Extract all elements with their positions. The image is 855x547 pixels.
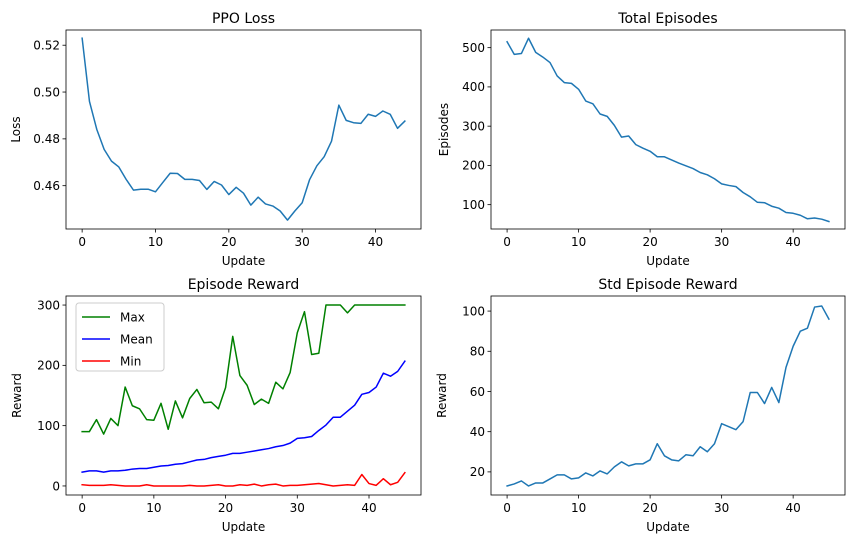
x-axis-label: Update	[646, 520, 689, 534]
x-tick-label: 10	[571, 235, 586, 249]
y-tick-label: 0.50	[33, 85, 60, 99]
y-tick-label: 500	[462, 41, 485, 55]
y-tick-label: 100	[37, 419, 60, 433]
y-tick-label: 0	[52, 479, 60, 493]
x-tick-label: 30	[714, 501, 729, 515]
x-tick-label: 40	[786, 501, 801, 515]
axes-frame	[65, 295, 422, 496]
y-tick-label: 100	[462, 198, 485, 212]
y-tick-label: 200	[462, 159, 485, 173]
y-axis-label: Reward	[10, 373, 24, 418]
y-tick-label: 20	[470, 465, 485, 479]
x-tick-label: 20	[218, 501, 233, 515]
x-tick-label: 30	[295, 235, 310, 249]
y-axis-label: Episodes	[437, 103, 451, 156]
x-axis-label: Update	[646, 254, 689, 268]
x-tick-label: 10	[148, 235, 163, 249]
y-tick-label: 0.48	[33, 132, 60, 146]
y-tick-label: 400	[462, 80, 485, 94]
chart-3: 0 10 20 30 40 0 100 200 300 Episode Reward Update R…	[10, 277, 422, 534]
x-tick-label: 30	[714, 235, 729, 249]
legend: Max Mean Min	[75, 302, 165, 372]
series-line-1	[506, 37, 830, 223]
chart-title: Total Episodes	[617, 11, 717, 27]
chart-title: Std Episode Reward	[598, 277, 737, 293]
x-tick-label: 20	[642, 501, 657, 515]
x-tick-label: 0	[503, 501, 511, 515]
legend-label-max: Max	[120, 310, 145, 324]
x-tick-label: 10	[571, 501, 586, 515]
x-tick-label: 0	[503, 235, 511, 249]
x-tick-label: 40	[368, 235, 383, 249]
series-line-mean	[81, 360, 406, 473]
x-axis-label: Update	[222, 254, 265, 268]
chart-title: PPO Loss	[212, 11, 275, 27]
y-tick-label: 0.46	[33, 179, 60, 193]
legend-label-mean: Mean	[120, 332, 153, 346]
series-line-1	[506, 305, 830, 487]
y-tick-label: 80	[470, 345, 485, 359]
axes-frame	[490, 29, 846, 230]
chart-title: Episode Reward	[188, 277, 300, 293]
axes-frame	[65, 29, 422, 230]
x-axis-label: Update	[222, 520, 265, 534]
x-tick-label: 40	[786, 235, 801, 249]
x-tick-label: 20	[221, 235, 236, 249]
chart-1: 0 10 20 30 40 0.46 0.48 0.50 0.52 PPO Loss Update L…	[9, 11, 422, 268]
y-axis-label: Loss	[9, 116, 23, 142]
x-tick-label: 20	[642, 235, 657, 249]
y-tick-label: 100	[462, 304, 485, 318]
x-tick-label: 10	[146, 501, 161, 515]
legend-label-min: Min	[120, 354, 141, 368]
y-tick-label: 300	[462, 119, 485, 133]
x-tick-label: 30	[290, 501, 305, 515]
x-tick-label: 40	[361, 501, 376, 515]
series-line-max	[81, 304, 406, 435]
y-tick-label: 200	[37, 359, 60, 373]
y-tick-label: 300	[37, 298, 60, 312]
series-line-1	[81, 37, 406, 221]
x-tick-label: 0	[78, 235, 86, 249]
series-line-min	[81, 471, 406, 487]
y-tick-label: 40	[470, 425, 485, 439]
chart-2: 0 10 20 30 40 100 200 300 400 500 Total Episodes Up…	[437, 11, 846, 268]
y-tick-label: 60	[470, 385, 485, 399]
axes-frame	[490, 295, 846, 496]
chart-4: 0 10 20 30 40 20 40 60 80 100 Std Episode Reward Up…	[435, 277, 846, 534]
x-tick-label: 0	[78, 501, 86, 515]
legend-box	[75, 302, 165, 372]
y-axis-label: Reward	[435, 373, 449, 418]
y-tick-label: 0.52	[33, 39, 60, 53]
